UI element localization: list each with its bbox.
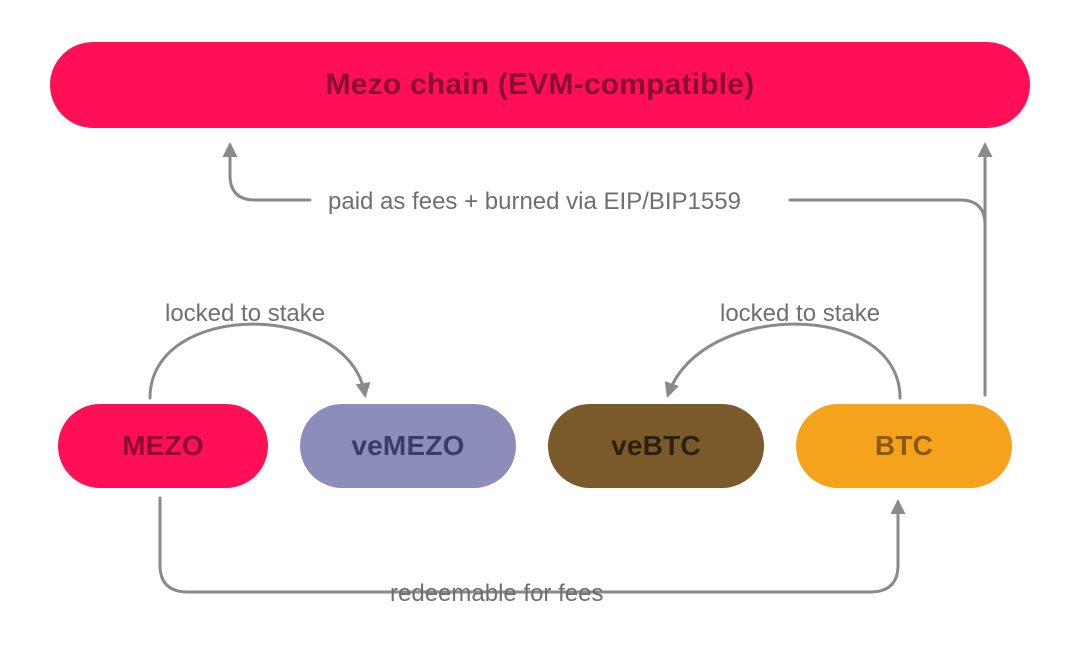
edge-label-fees-burned: paid as fees + burned via EIP/BIP1559 — [328, 188, 741, 216]
node-mezo: MEZO — [58, 404, 268, 488]
diagram-stage: Mezo chain (EVM-compatible) MEZO veMEZO … — [0, 0, 1080, 665]
edge-label-redeemable: redeemable for fees — [390, 580, 603, 608]
node-mezo-chain: Mezo chain (EVM-compatible) — [50, 42, 1030, 128]
node-mezo-label: MEZO — [122, 430, 204, 462]
node-vebtc-label: veBTC — [611, 430, 701, 462]
node-mezo-chain-label: Mezo chain (EVM-compatible) — [326, 68, 755, 102]
node-vebtc: veBTC — [548, 404, 764, 488]
node-btc-label: BTC — [875, 430, 933, 462]
node-vemezo: veMEZO — [300, 404, 516, 488]
edge-label-locked-left: locked to stake — [165, 300, 325, 328]
edge-label-locked-right: locked to stake — [720, 300, 880, 328]
node-btc: BTC — [796, 404, 1012, 488]
node-vemezo-label: veMEZO — [351, 430, 464, 462]
